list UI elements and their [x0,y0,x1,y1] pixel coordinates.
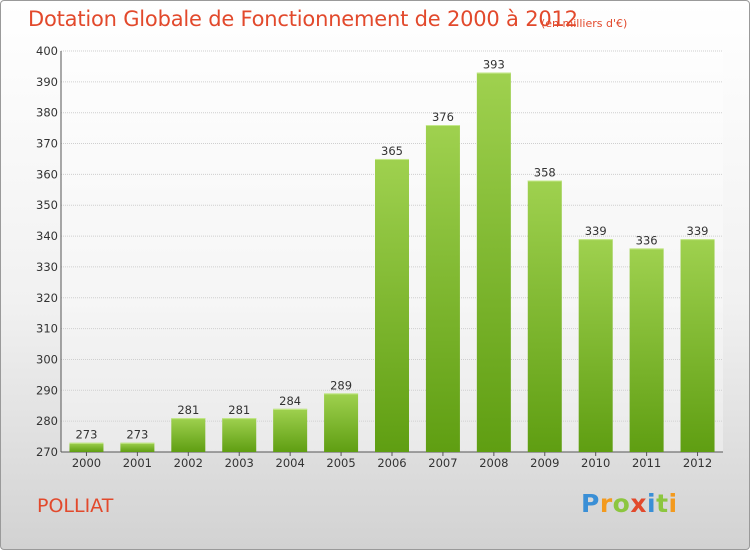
data-label: 281 [228,403,250,417]
bar [222,418,257,452]
logo-letter: t [656,489,669,518]
bar [171,418,206,452]
bar [680,239,715,452]
x-tick-label: 2008 [479,456,508,470]
y-tick-label: 400 [36,44,58,58]
logo-letter: i [647,489,657,518]
x-tick-label: 2002 [174,456,203,470]
y-tick-label: 370 [36,137,58,151]
data-label: 393 [483,58,505,72]
y-tick-label: 310 [36,322,58,336]
data-label: 365 [381,144,403,158]
bar [425,125,460,453]
y-tick-label: 320 [36,291,58,305]
bar [629,248,664,452]
bar [324,393,359,452]
data-label: 289 [330,378,352,392]
chart-subtitle: (en milliers d'€) [541,17,628,30]
data-label: 336 [636,233,658,247]
x-tick-label: 2000 [72,456,101,470]
data-label: 376 [432,110,454,124]
data-label: 273 [126,428,148,442]
x-tick-label: 2010 [581,456,610,470]
bar [527,180,562,453]
y-tick-label: 360 [36,167,58,181]
y-tick-label: 280 [36,414,58,428]
bar [120,442,155,452]
bar [476,72,511,452]
y-tick-label: 330 [36,260,58,274]
data-label: 339 [585,224,607,238]
x-tick-label: 2005 [326,456,355,470]
x-tick-label: 2004 [276,456,305,470]
y-tick-label: 380 [36,106,58,120]
y-tick-label: 300 [36,352,58,366]
logo-letter: P [581,489,600,518]
x-tick-label: 2006 [377,456,406,470]
bar [375,158,409,452]
y-tick-label: 390 [36,75,58,89]
chart-title: Dotation Globale de Fonctionnement de 20… [28,7,578,31]
bar [578,239,613,452]
logo-letter: x [630,489,647,518]
x-tick-label: 2011 [632,456,661,470]
bar [69,442,104,452]
commune-name: POLLIAT [37,495,114,517]
x-tick-label: 2009 [530,456,559,470]
x-tick-label: 2003 [225,456,254,470]
data-label: 284 [279,394,301,408]
data-label: 281 [177,403,199,417]
bar [273,408,308,452]
y-tick-label: 270 [36,445,58,459]
data-label: 273 [75,428,97,442]
data-label: 358 [534,166,556,180]
data-label: 339 [687,224,709,238]
x-tick-label: 2007 [428,456,457,470]
logo-letter: r [599,489,613,518]
y-tick-label: 350 [36,198,58,212]
logo-letter: i [668,489,678,518]
proxiti-logo: Proxiti [581,489,678,518]
logo-letter: o [612,489,631,518]
x-tick-label: 2001 [123,456,152,470]
y-tick-label: 290 [36,383,58,397]
y-tick-label: 340 [36,229,58,243]
x-tick-label: 2012 [683,456,712,470]
